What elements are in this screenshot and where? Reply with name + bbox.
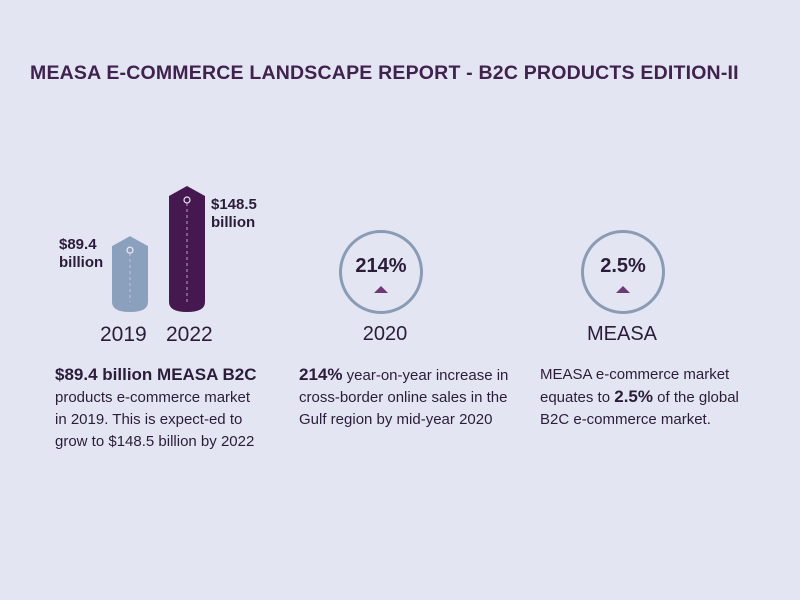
tick-label-2019: 2019 (100, 323, 147, 346)
stat-value: 214% (355, 255, 407, 277)
description-crossborder: 214% year-on-year increase in cross-bord… (299, 365, 509, 428)
up-triangle-icon (616, 286, 630, 293)
bar-marker-icon (183, 196, 191, 204)
bar-2022 (169, 186, 205, 312)
bar-marker-icon (126, 246, 134, 254)
description-market: $89.4 billion MEASA B2C products e-comme… (55, 365, 257, 450)
tick-label-2022: 2022 (166, 323, 213, 346)
description-global-share: MEASA e-commerce market equates to 2.5% … (540, 366, 739, 428)
value-label-2019: $89.4 billion (59, 236, 104, 271)
report-title: MEASA E-COMMERCE LANDSCAPE REPORT - B2C … (30, 62, 739, 84)
stat-value: 2.5% (600, 255, 646, 277)
stat-label-measa: MEASA (586, 323, 658, 345)
up-triangle-icon (374, 286, 388, 293)
stat-circle-214: 214% (339, 230, 423, 314)
stat-label-2020: 2020 (362, 323, 408, 345)
value-label-2022: $148.5 billion (211, 196, 257, 231)
stat-circle-2-5: 2.5% (581, 230, 665, 314)
